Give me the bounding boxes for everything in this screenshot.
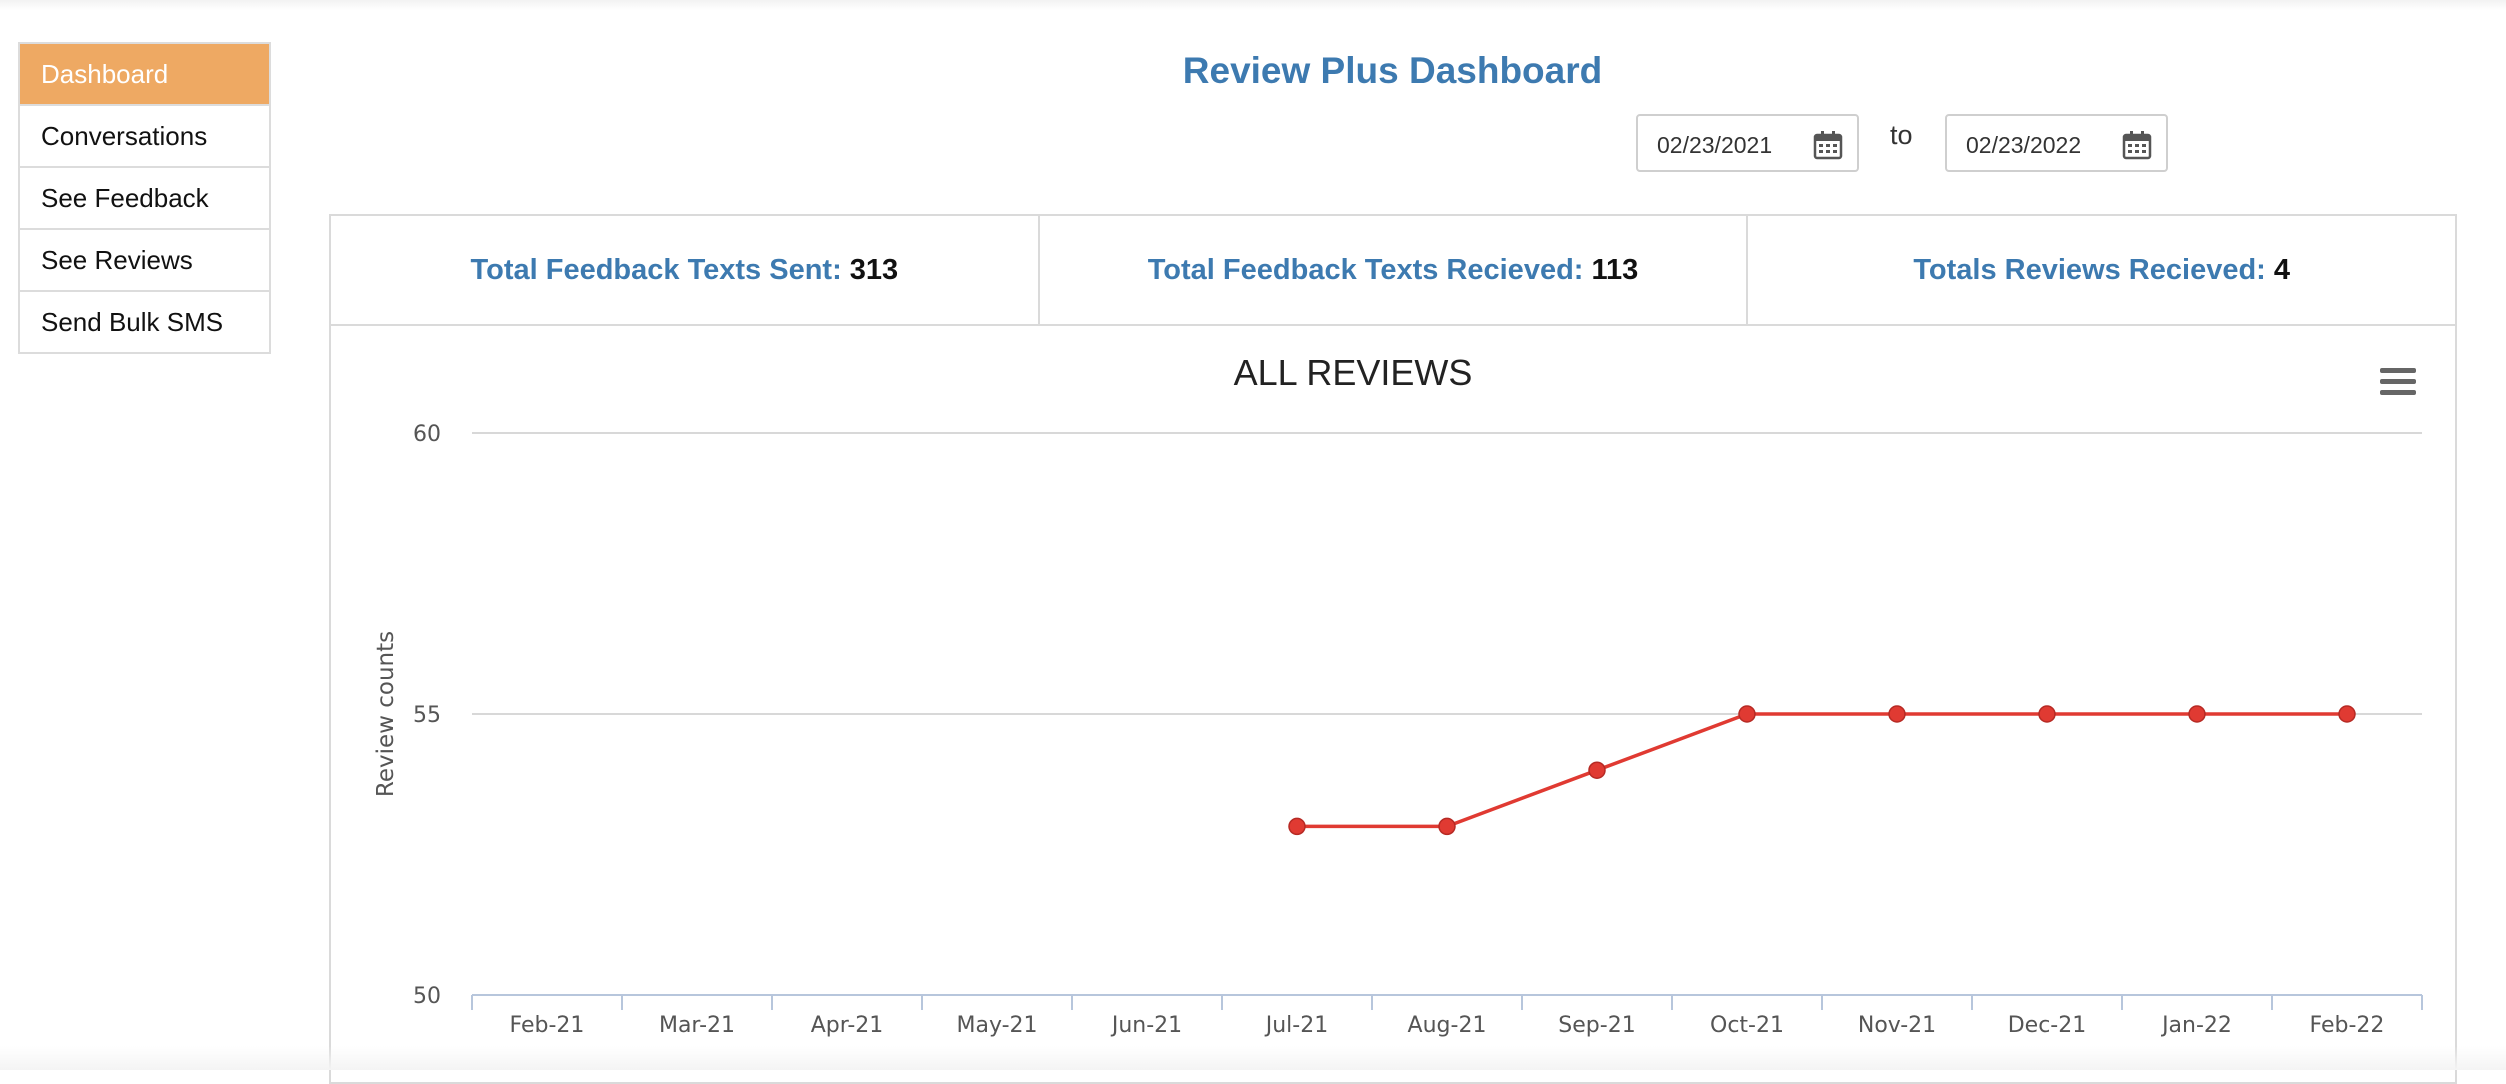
data-point bbox=[1738, 705, 1756, 723]
y-tick-label: 55 bbox=[413, 703, 441, 728]
x-tick-label: Mar-21 bbox=[659, 1013, 735, 1038]
data-point bbox=[1438, 817, 1456, 836]
dashboard-panel: Total Feedback Texts Sent: 313 Total Fee… bbox=[329, 214, 2457, 1084]
x-tick-label: Jan-22 bbox=[2160, 1013, 2232, 1038]
stat-texts-received-value: 113 bbox=[1591, 253, 1639, 286]
x-tick-label: Aug-21 bbox=[1408, 1013, 1487, 1038]
data-point bbox=[2038, 705, 2056, 723]
stat-texts-sent: Total Feedback Texts Sent: 313 bbox=[331, 216, 1040, 324]
series-line bbox=[1297, 712, 2347, 829]
stat-reviews-received-label: Totals Reviews Recieved: bbox=[1913, 253, 2266, 286]
y-tick-label: 60 bbox=[413, 422, 441, 447]
sidebar-item-see-feedback[interactable]: See Feedback bbox=[20, 168, 269, 230]
date-from-value: 02/23/2021 bbox=[1657, 132, 1773, 158]
page-title: Review Plus Dashboard bbox=[1182, 50, 1603, 91]
top-shade bbox=[0, 0, 2506, 10]
stat-texts-received: Total Feedback Texts Recieved: 113 bbox=[1040, 216, 1749, 324]
y-axis-label: Review counts bbox=[373, 631, 399, 797]
x-tick-label: May-21 bbox=[956, 1013, 1037, 1038]
calendar-icon[interactable] bbox=[2122, 130, 2152, 160]
x-tick-label: Apr-21 bbox=[811, 1013, 884, 1038]
sidebar-item-conversations[interactable]: Conversations bbox=[20, 106, 269, 168]
stat-reviews-received: Totals Reviews Recieved: 4 bbox=[1748, 216, 2455, 324]
data-point bbox=[1588, 761, 1606, 779]
date-to-value: 02/23/2022 bbox=[1966, 132, 2082, 158]
sidebar-item-dashboard[interactable]: Dashboard bbox=[20, 44, 269, 106]
stat-texts-sent-label: Total Feedback Texts Sent: bbox=[470, 253, 842, 286]
calendar-icon[interactable] bbox=[1813, 130, 1843, 160]
y-tick-label: 50 bbox=[413, 984, 441, 1009]
x-tick-label: Jul-21 bbox=[1264, 1013, 1328, 1038]
data-point bbox=[1288, 817, 1306, 836]
x-tick-label: Feb-21 bbox=[510, 1013, 585, 1038]
hamburger-menu-icon[interactable] bbox=[2380, 368, 2416, 398]
date-range-to-label: to bbox=[1890, 120, 1913, 150]
sidebar-item-see-reviews[interactable]: See Reviews bbox=[20, 230, 269, 292]
data-point bbox=[2338, 705, 2356, 723]
sidebar-item-send-bulk-sms[interactable]: Send Bulk SMS bbox=[20, 292, 269, 354]
x-tick-label: Dec-21 bbox=[2008, 1013, 2087, 1038]
stat-reviews-received-value: 4 bbox=[2273, 253, 2290, 286]
date-to-input[interactable]: 02/23/2022 bbox=[1945, 114, 2168, 172]
x-tick-label: Sep-21 bbox=[1558, 1013, 1635, 1038]
x-tick-label: Jun-21 bbox=[1110, 1013, 1182, 1038]
chart-title: ALL REVIEWS bbox=[1233, 352, 1473, 393]
stats-row: Total Feedback Texts Sent: 313 Total Fee… bbox=[331, 216, 2455, 326]
x-tick-label: Oct-21 bbox=[1710, 1013, 1784, 1038]
data-point bbox=[1888, 705, 1906, 723]
sidebar-nav: Dashboard Conversations See Feedback See… bbox=[18, 42, 271, 354]
date-from-input[interactable]: 02/23/2021 bbox=[1636, 114, 1859, 172]
stat-texts-sent-value: 313 bbox=[849, 253, 899, 286]
x-tick-label: Feb-22 bbox=[2310, 1013, 2385, 1038]
stat-texts-received-label: Total Feedback Texts Recieved: bbox=[1147, 253, 1584, 286]
x-tick-label: Nov-21 bbox=[1858, 1013, 1936, 1038]
data-point bbox=[2188, 705, 2206, 723]
